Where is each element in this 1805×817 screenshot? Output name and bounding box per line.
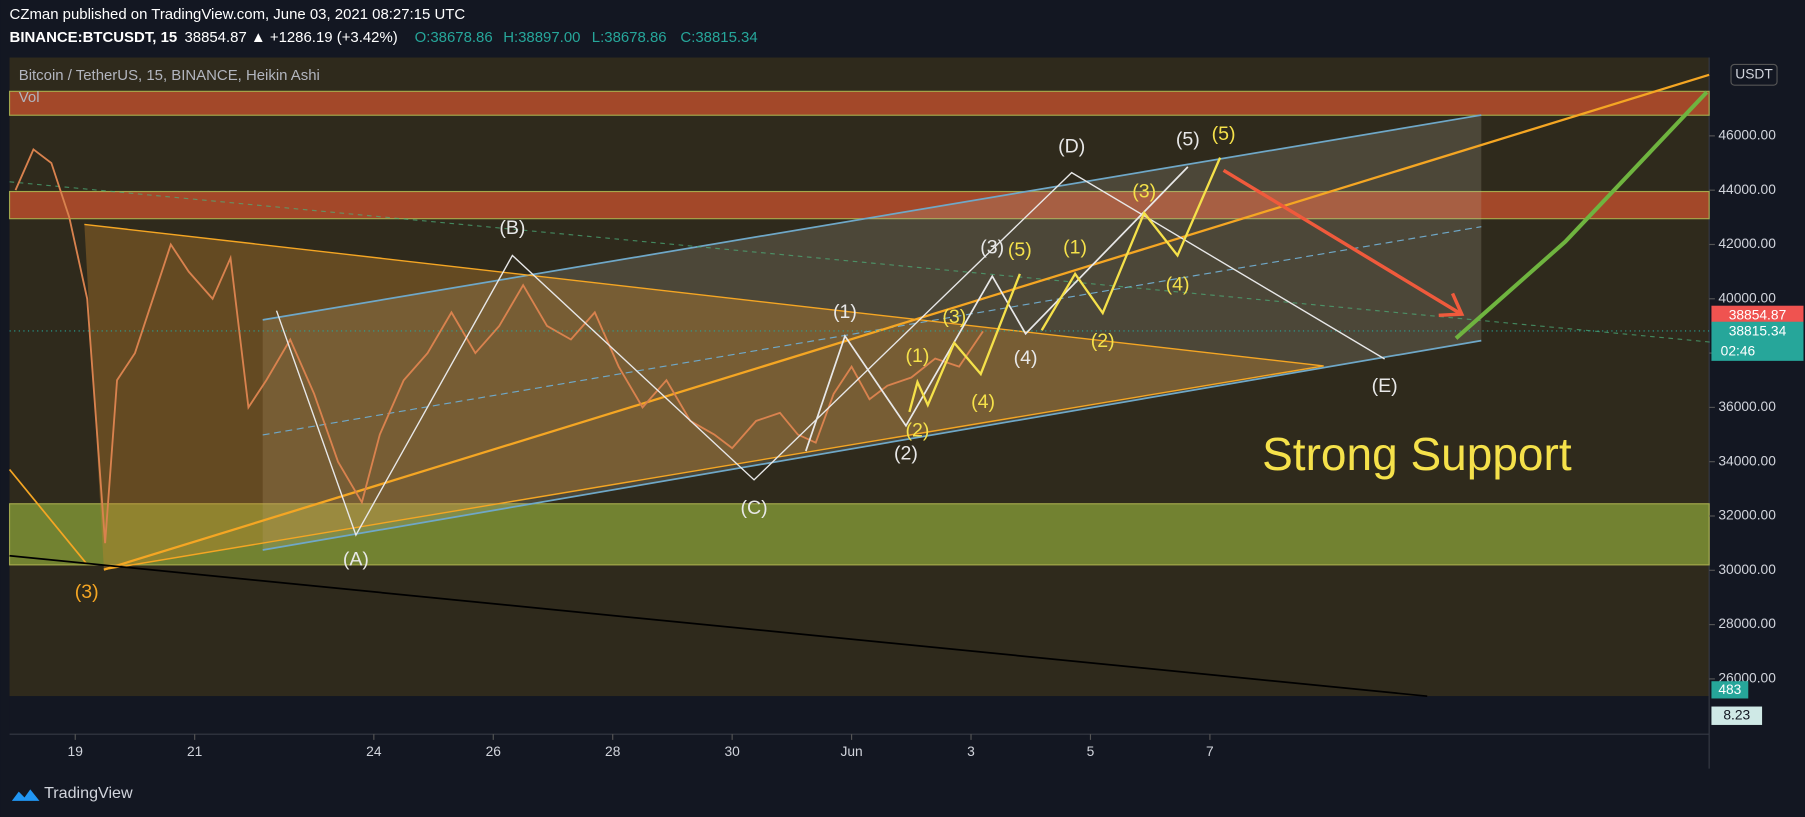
logo: [11, 789, 40, 801]
y-tick-label: 34000.00: [1718, 453, 1776, 468]
wave-label: (E): [1372, 375, 1398, 397]
wave-label: (D): [1058, 135, 1085, 157]
wave-label: (2): [894, 443, 918, 465]
channel-mid: [262, 226, 1482, 436]
ohlc: O:38678.86 H:38897.00 L:38678.86 C:38815.34: [415, 29, 758, 46]
wave-label: (2): [1091, 330, 1115, 352]
last-price: 38854.87: [1729, 308, 1787, 323]
x-tick-label: 21: [187, 744, 202, 759]
footer: TradingView: [44, 784, 133, 802]
wave-yellow-1: [908, 273, 1021, 413]
annotations: (3)(A)(B)(C)(D)(E)(1)(2)(3)(4)(5)(1)(2)(…: [75, 123, 1572, 603]
volume-label: Vol: [19, 89, 40, 106]
zone: [8, 190, 1710, 220]
ohlc-value: H:38897.00: [503, 29, 580, 46]
wave-white-large: [275, 171, 1385, 537]
zones: [8, 90, 1710, 566]
wave-label: (3): [1132, 180, 1156, 202]
y-tick-label: 32000.00: [1718, 508, 1776, 523]
y-tick-label: 40000.00: [1718, 290, 1776, 305]
price-pane: [9, 57, 1710, 697]
quote: 38854.87 ▲ +1286.19 (+3.42%): [184, 29, 397, 46]
callout: Strong Support: [1262, 428, 1572, 480]
wave-label: (C): [740, 497, 767, 519]
orange-trend: [103, 73, 1710, 571]
x-tick-label: 5: [1087, 744, 1095, 759]
triangle: [84, 224, 1324, 570]
wave-label: (B): [499, 217, 525, 239]
orange-line: [8, 468, 88, 565]
symbol: BINANCE:BTCUSDT, 15: [10, 29, 178, 46]
ohlc-value: O:38678.86: [415, 29, 493, 46]
channel-bottom: [262, 339, 1482, 551]
x-tick-label: 19: [68, 744, 84, 759]
wave-label: (3): [942, 306, 966, 328]
red-arrow-head: [1438, 292, 1465, 318]
x-tick-label: 3: [967, 744, 975, 759]
y-tick-label: 44000.00: [1718, 182, 1776, 197]
wave-label: (1): [1063, 237, 1087, 259]
y-tick-label: 46000.00: [1718, 128, 1776, 143]
currency: USDT: [1735, 66, 1773, 81]
wave-label: (5): [1176, 129, 1200, 151]
wave-label: (3): [75, 581, 99, 603]
oscillator-pane: [9, 696, 1710, 735]
wave-label: (4): [1014, 347, 1038, 369]
wave-label: (1): [906, 345, 930, 367]
x-tick-label: 24: [366, 744, 382, 759]
wave-label: (5): [1212, 123, 1236, 145]
wave-label: (2): [906, 420, 930, 442]
volume-badge: 483: [1718, 682, 1741, 697]
triangle-edge: [84, 223, 1324, 571]
wave-label: (1): [833, 301, 857, 323]
pane-title: Bitcoin / TetherUS, 15, BINANCE, Heikin …: [19, 67, 320, 84]
oscillator-badge: 8.23: [1723, 707, 1750, 722]
close-price: 38815.34: [1729, 324, 1787, 339]
y-tick-label: 28000.00: [1718, 616, 1776, 631]
countdown: 02:46: [1721, 343, 1756, 358]
wave-label: (5): [1008, 239, 1032, 261]
x-tick-label: 7: [1206, 744, 1214, 759]
y-tick-label: 36000.00: [1718, 399, 1776, 414]
wave-label: (4): [1166, 274, 1190, 296]
zone: [8, 90, 1710, 116]
wave-label: (3): [980, 237, 1004, 259]
dashed-trend: [9, 181, 1805, 352]
zone: [8, 503, 1710, 566]
x-tick-label: 28: [605, 744, 621, 759]
black-trend: [9, 554, 1428, 698]
wave-white-small: [805, 166, 1189, 452]
red-arrow: [1222, 168, 1461, 315]
wave-label: (A): [343, 549, 369, 571]
wave-label: (4): [971, 391, 995, 413]
price-line: [14, 148, 984, 544]
price: [9, 148, 1710, 544]
volume-badge-box: [1711, 681, 1749, 699]
ohlc-value: L:38678.86: [592, 29, 667, 46]
x-tick-label: Jun: [840, 744, 862, 759]
header: CZman published on TradingView.com, June…: [10, 6, 466, 23]
wave-yellow-2: [1040, 157, 1222, 331]
y-tick-label: 30000.00: [1718, 562, 1776, 577]
last-price-box: [1711, 305, 1804, 326]
green-projection: [1454, 90, 1709, 340]
x-tick-label: 26: [486, 744, 502, 759]
y-tick-label: 42000.00: [1718, 236, 1776, 251]
channel-top: [262, 114, 1482, 321]
ohlc-value: C:38815.34: [680, 29, 757, 46]
close-price-box: [1711, 321, 1804, 361]
currency-box: [1730, 63, 1778, 86]
oscillator-badge-box: [1711, 706, 1763, 725]
x-tick-label: 30: [724, 744, 740, 759]
axes: 26000.0028000.0030000.0032000.0034000.00…: [68, 128, 1777, 760]
